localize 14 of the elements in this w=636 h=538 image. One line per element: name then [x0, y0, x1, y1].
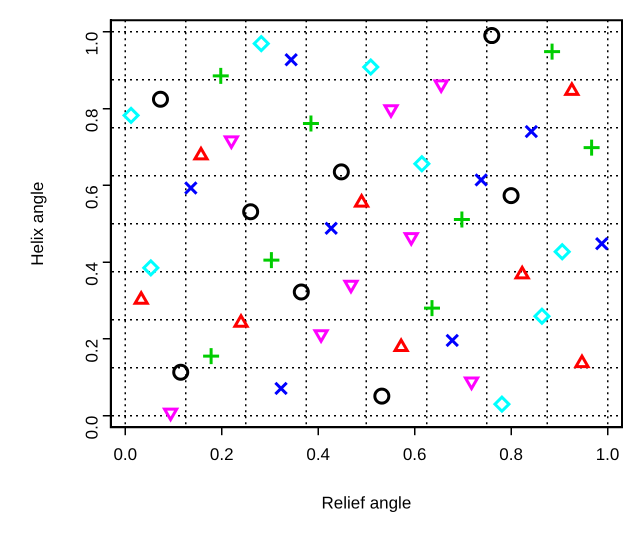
- y-axis-title: Helix angle: [28, 182, 47, 266]
- x-tick-label: 0.2: [210, 445, 234, 464]
- x-tick-label: 0.8: [499, 445, 523, 464]
- y-tick-label: 0.6: [82, 185, 102, 209]
- x-tick-label: 0.6: [402, 445, 426, 464]
- x-axis-title: Relief angle: [322, 493, 412, 512]
- x-tick-label: 1.0: [596, 445, 620, 464]
- y-tick-label: 0.8: [82, 108, 102, 132]
- y-tick-label: 0.0: [82, 416, 102, 440]
- y-tick-label: 1.0: [82, 32, 102, 56]
- x-tick-label: 0.4: [306, 445, 330, 464]
- x-tick-label: 0.0: [113, 445, 138, 464]
- y-tick-label: 0.4: [82, 262, 102, 286]
- y-tick-label: 0.2: [82, 338, 102, 363]
